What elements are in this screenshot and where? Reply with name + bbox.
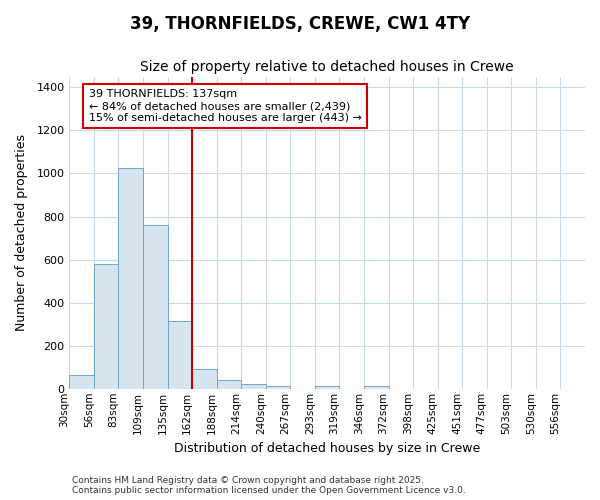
Bar bbox=[167, 321, 192, 389]
X-axis label: Distribution of detached houses by size in Crewe: Distribution of detached houses by size … bbox=[174, 442, 480, 455]
Text: 39 THORNFIELDS: 137sqm
← 84% of detached houses are smaller (2,439)
15% of semi-: 39 THORNFIELDS: 137sqm ← 84% of detached… bbox=[89, 90, 362, 122]
Bar bbox=[143, 225, 167, 389]
Text: 39, THORNFIELDS, CREWE, CW1 4TY: 39, THORNFIELDS, CREWE, CW1 4TY bbox=[130, 15, 470, 33]
Bar bbox=[70, 375, 94, 389]
Bar bbox=[217, 380, 241, 389]
Bar bbox=[241, 384, 266, 389]
Bar bbox=[364, 386, 389, 389]
Y-axis label: Number of detached properties: Number of detached properties bbox=[15, 134, 28, 331]
Bar bbox=[192, 370, 217, 389]
Title: Size of property relative to detached houses in Crewe: Size of property relative to detached ho… bbox=[140, 60, 514, 74]
Bar bbox=[94, 264, 118, 389]
Bar bbox=[118, 168, 143, 389]
Text: Contains HM Land Registry data © Crown copyright and database right 2025.
Contai: Contains HM Land Registry data © Crown c… bbox=[72, 476, 466, 495]
Bar bbox=[266, 386, 290, 389]
Bar bbox=[315, 386, 340, 389]
